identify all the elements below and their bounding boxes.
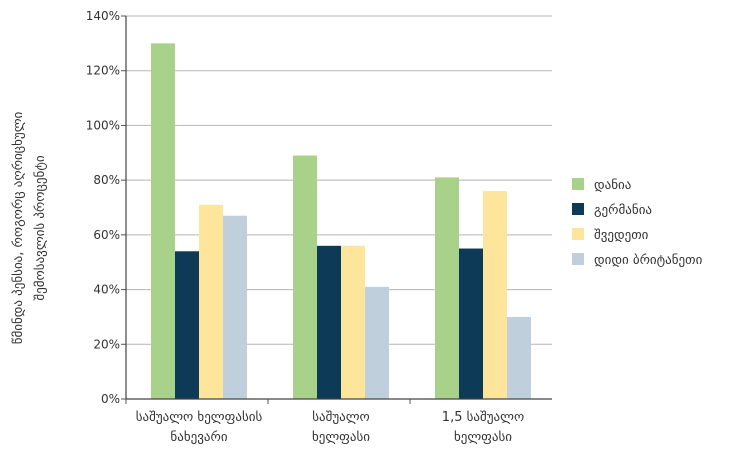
y-tick-label: 60% bbox=[93, 228, 120, 242]
legend-swatch bbox=[572, 203, 584, 215]
y-axis-label: წმინდა პენსია, როგორც აღრიცხული შემოსავლ… bbox=[11, 111, 48, 344]
y-tick-label: 120% bbox=[86, 64, 120, 78]
x-category-label: საშუალო ხელფასის bbox=[136, 410, 263, 425]
y-tick-label: 100% bbox=[86, 118, 120, 132]
legend-swatch bbox=[572, 228, 584, 240]
x-category-label: 1,5 საშუალო bbox=[442, 410, 524, 425]
x-category-label: ხელფასი bbox=[312, 430, 370, 445]
legend-swatch bbox=[572, 178, 584, 190]
x-category-label: საშუალო bbox=[312, 410, 370, 425]
bar bbox=[175, 251, 199, 399]
legend-label: შვედეთი bbox=[594, 228, 649, 243]
bar bbox=[341, 245, 365, 399]
x-axis-categories: საშუალო ხელფასის ნახევარი საშუალო ხელფასი 1,… bbox=[125, 399, 524, 445]
legend-label: დანია bbox=[594, 178, 631, 193]
bars bbox=[151, 43, 531, 399]
y-tick-label: 140% bbox=[86, 9, 120, 23]
bar bbox=[507, 316, 531, 399]
x-category-label: ხელფასი bbox=[454, 430, 512, 445]
bar bbox=[151, 43, 175, 399]
bar bbox=[199, 204, 223, 399]
bar bbox=[317, 245, 341, 399]
bar bbox=[223, 215, 247, 399]
bar bbox=[483, 191, 507, 399]
legend: დანია გერმანია შვედეთი დიდი ბრიტანეთი bbox=[572, 178, 703, 268]
bar bbox=[293, 155, 317, 399]
y-axis-label-line-2: შემოსავლის პროცენტი bbox=[33, 155, 48, 300]
legend-swatch bbox=[572, 253, 584, 265]
axes bbox=[125, 16, 552, 400]
bar bbox=[365, 286, 389, 399]
y-tick-label: 40% bbox=[93, 283, 120, 297]
legend-label: გერმანია bbox=[594, 203, 652, 218]
y-axis-label-line-1: წმინდა პენსია, როგორც აღრიცხული bbox=[11, 111, 26, 344]
y-tick-label: 20% bbox=[93, 337, 120, 351]
bar bbox=[435, 177, 459, 399]
x-category-label: ნახევარი bbox=[170, 430, 227, 445]
bar bbox=[459, 248, 483, 399]
y-tick-label: 0% bbox=[101, 392, 120, 406]
y-axis-ticks: 0% 20% 40% 60% 80% 100% 120% 140% bbox=[86, 9, 126, 406]
y-tick-label: 80% bbox=[93, 173, 120, 187]
legend-label: დიდი ბრიტანეთი bbox=[594, 253, 703, 268]
